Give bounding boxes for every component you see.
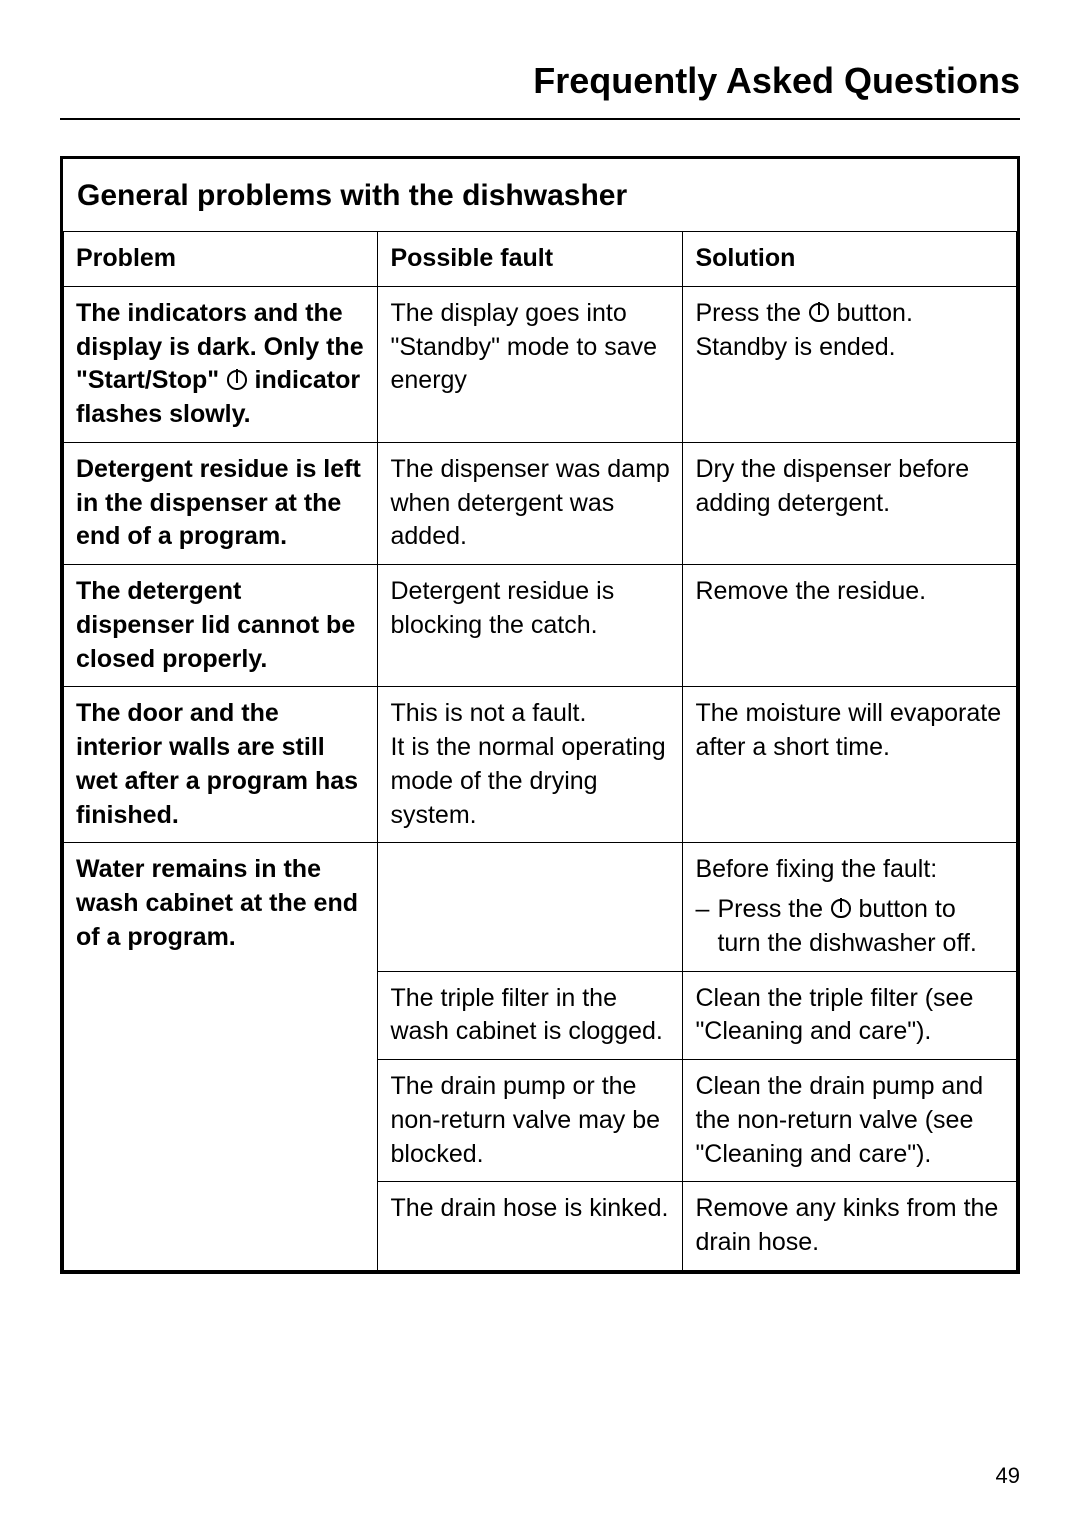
cell-solution: Press the button. Standby is ended.	[683, 286, 1017, 442]
section-heading: General problems with the dishwasher	[63, 159, 1017, 231]
cell-solution: The moisture will evaporate after a shor…	[683, 687, 1017, 843]
col-header-problem: Problem	[64, 232, 378, 287]
cell-fault: The drain hose is kinked.	[378, 1182, 683, 1271]
cell-fault: The drain pump or the non-return valve m…	[378, 1060, 683, 1182]
power-icon	[809, 303, 829, 323]
cell-solution: Clean the drain pump and the non-return …	[683, 1060, 1017, 1182]
cell-solution: Clean the triple filter (see "Cleaning a…	[683, 971, 1017, 1060]
table-row: The detergent dispenser lid cannot be cl…	[64, 565, 1017, 687]
cell-fault: This is not a fault. It is the normal op…	[378, 687, 683, 843]
manual-page: Frequently Asked Questions General probl…	[0, 0, 1080, 1529]
cell-problem: The door and the interior walls are stil…	[64, 687, 378, 843]
cell-solution: Before fixing the fault: Press the butto…	[683, 843, 1017, 971]
table-row: The indicators and the display is dark. …	[64, 286, 1017, 442]
faq-table: Problem Possible fault Solution The indi…	[63, 231, 1017, 1271]
cell-problem: The indicators and the display is dark. …	[64, 286, 378, 442]
cell-solution: Remove any kinks from the drain hose.	[683, 1182, 1017, 1271]
cell-fault: Detergent residue is blocking the catch.	[378, 565, 683, 687]
col-header-fault: Possible fault	[378, 232, 683, 287]
faq-table-container: General problems with the dishwasher Pro…	[60, 156, 1020, 1274]
page-number: 49	[996, 1463, 1020, 1489]
table-row: Detergent residue is left in the dispens…	[64, 442, 1017, 564]
table-header-row: Problem Possible fault Solution	[64, 232, 1017, 287]
solution-list-pre: Press the	[717, 895, 830, 923]
solution-list: Press the button to turn the dishwasher …	[695, 893, 1004, 961]
title-rule	[60, 118, 1020, 120]
solution-text-pre: Press the	[695, 299, 808, 327]
power-icon	[831, 899, 851, 919]
power-icon	[227, 370, 247, 390]
solution-intro: Before fixing the fault:	[695, 855, 937, 883]
cell-fault: The dispenser was damp when detergent wa…	[378, 442, 683, 564]
col-header-solution: Solution	[683, 232, 1017, 287]
cell-solution: Remove the residue.	[683, 565, 1017, 687]
cell-problem: Detergent residue is left in the dispens…	[64, 442, 378, 564]
cell-solution: Dry the dispenser before adding detergen…	[683, 442, 1017, 564]
list-item: Press the button to turn the dishwasher …	[717, 893, 1004, 961]
cell-problem: The detergent dispenser lid cannot be cl…	[64, 565, 378, 687]
table-row: The door and the interior walls are stil…	[64, 687, 1017, 843]
page-title: Frequently Asked Questions	[60, 60, 1020, 102]
cell-fault: The triple filter in the wash cabinet is…	[378, 971, 683, 1060]
table-row: Water remains in the wash cabinet at the…	[64, 843, 1017, 971]
cell-fault: The display goes into "Standby" mode to …	[378, 286, 683, 442]
cell-fault	[378, 843, 683, 971]
cell-problem: Water remains in the wash cabinet at the…	[64, 843, 378, 1271]
